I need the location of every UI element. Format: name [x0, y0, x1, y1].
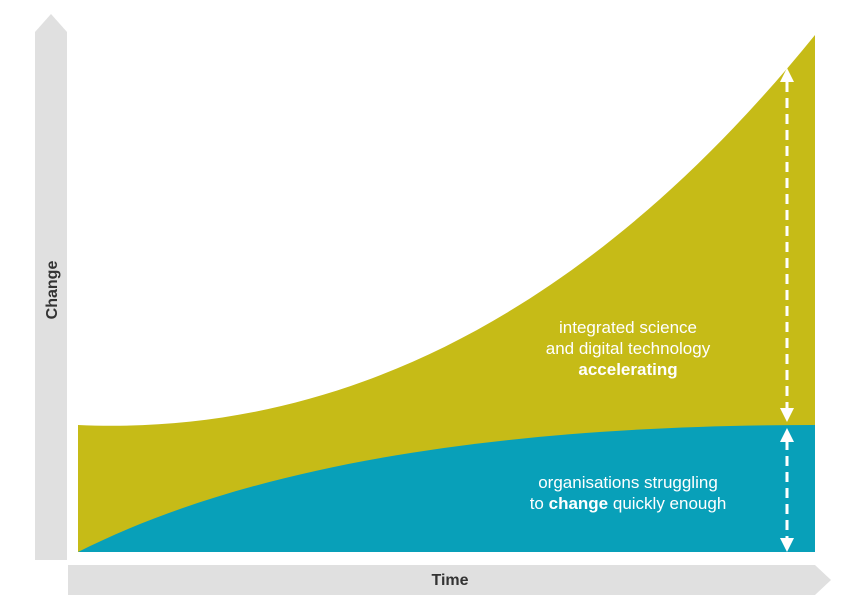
upper-label-line: and digital technology — [546, 339, 711, 358]
x-axis-arrow — [68, 565, 831, 595]
arrow-heads — [780, 68, 794, 552]
lower-area — [78, 425, 815, 552]
y-axis-arrow — [35, 14, 67, 560]
lower-label-emphasis: change — [549, 494, 609, 513]
y-axis-label: Change — [44, 261, 61, 320]
lower-label-text: quickly enough — [613, 494, 726, 513]
upper-area — [78, 35, 815, 552]
upper-label-line: integrated science — [559, 318, 697, 337]
lower-label-line: to change quickly enough — [530, 494, 727, 513]
lower-label-text: to — [530, 494, 544, 513]
lower-label-line: organisations struggling — [538, 473, 718, 492]
x-axis-label: Time — [431, 572, 468, 589]
upper-label-emphasis: accelerating — [578, 360, 677, 379]
